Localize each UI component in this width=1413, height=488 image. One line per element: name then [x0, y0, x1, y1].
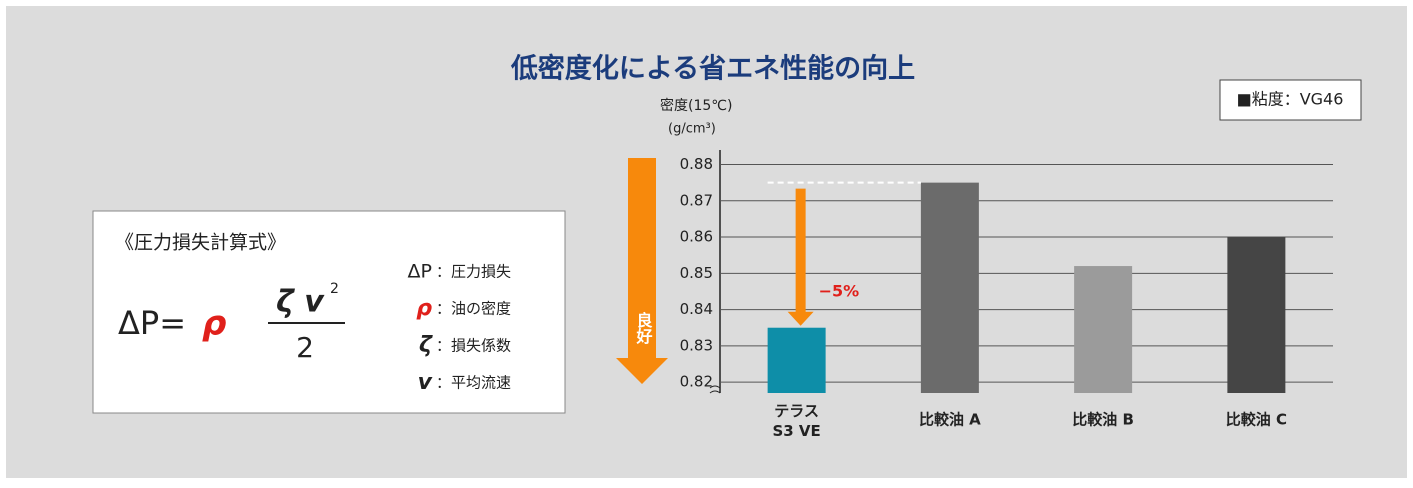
good-arrow — [616, 158, 668, 384]
x-tick-label: 比較油 A — [919, 411, 981, 429]
reduction-arrow — [787, 188, 814, 326]
y-tick-label: 0.87 — [680, 191, 713, 209]
x-tick-label: 比較油 B — [1072, 411, 1134, 429]
badge: ■粘度：VG46 — [1237, 90, 1344, 109]
good-label: 良好 — [634, 311, 654, 345]
bar — [1074, 266, 1133, 393]
formula-box — [92, 210, 566, 414]
bar — [767, 327, 826, 393]
axis-break — [709, 385, 721, 394]
badge-box — [1219, 79, 1362, 121]
formula-rho: ρ — [202, 304, 226, 344]
legend-text: ：損失係数 — [436, 337, 511, 355]
annotation: −5% — [819, 282, 860, 301]
formula-numerator: ζ v — [276, 285, 325, 320]
formula-exponent: 2 — [330, 281, 339, 297]
bar — [1227, 237, 1286, 393]
legend-symbol: ζ — [419, 333, 433, 358]
y-axis-label: 密度(15℃) — [660, 97, 732, 114]
chart-title: 低密度化による省エネ性能の向上 — [510, 53, 915, 85]
formula-lhs: ΔP= — [118, 304, 186, 342]
y-tick-label: 0.85 — [680, 264, 713, 282]
x-tick-line: テラス — [774, 402, 819, 420]
formula-title: 《圧力損失計算式》 — [115, 232, 286, 254]
y-tick-label: 0.82 — [680, 373, 713, 391]
legend-text: ：平均流速 — [436, 374, 511, 392]
x-tick-line: S3 VE — [772, 422, 820, 440]
y-tick-label: 0.83 — [680, 336, 713, 354]
legend-symbol: v — [418, 370, 433, 395]
y-axis-unit: (g/cm³) — [668, 122, 716, 137]
y-tick-label: 0.84 — [680, 300, 713, 318]
y-tick-label: 0.86 — [680, 228, 713, 246]
formula-denominator: 2 — [296, 331, 314, 364]
legend-text: ：油の密度 — [436, 300, 511, 318]
legend-symbol: ρ — [416, 296, 432, 321]
legend-text: ：圧力損失 — [436, 263, 511, 281]
y-tick-label: 0.88 — [680, 155, 713, 173]
x-tick-label: テラス S3 VE — [772, 402, 820, 440]
x-tick-label: 比較油 C — [1226, 411, 1287, 429]
bar — [920, 182, 979, 393]
legend-symbol: ΔP — [408, 261, 432, 283]
